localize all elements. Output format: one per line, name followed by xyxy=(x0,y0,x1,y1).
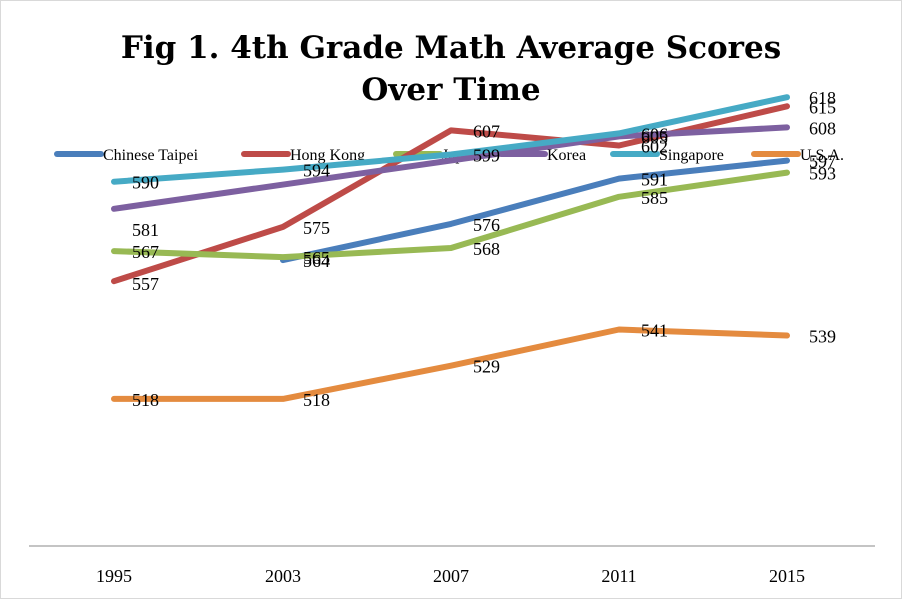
data-label-japan-1995: 567 xyxy=(132,242,159,262)
data-label-singapore-2003: 594 xyxy=(303,161,330,181)
data-label-chinese-taipei-2011: 591 xyxy=(641,170,668,190)
series-lines xyxy=(111,94,790,402)
data-label-u-s-a-2007: 529 xyxy=(473,357,500,377)
series-line-singapore xyxy=(111,94,790,185)
data-label-hong-kong-2003: 575 xyxy=(303,218,330,238)
data-label-singapore-2007: 599 xyxy=(473,146,500,166)
series-line-u-s-a xyxy=(111,326,790,402)
data-label-korea-1995: 581 xyxy=(132,220,159,240)
data-label-japan-2011: 585 xyxy=(641,188,668,208)
data-label-japan-2015: 593 xyxy=(809,164,836,184)
x-tick-labels: 1995 2003 2007 2011 2015 xyxy=(96,566,805,586)
x-tick-2007: 2007 xyxy=(433,566,469,586)
data-label-chinese-taipei-2015: 597 xyxy=(809,152,836,172)
x-tick-2015: 2015 xyxy=(769,566,805,586)
legend-label-hong-kong: Hong Kong xyxy=(290,147,365,164)
series-line-korea xyxy=(111,124,790,212)
series-line-japan xyxy=(111,169,790,261)
data-labels: 564 576 591 597 557 575 607 602 615 567 565 568 585 5… xyxy=(132,88,836,410)
data-label-u-s-a-2003: 518 xyxy=(303,390,330,410)
data-label-japan-2007: 568 xyxy=(473,239,500,259)
data-label-hong-kong-2007: 607 xyxy=(473,121,500,141)
data-label-korea-2015: 608 xyxy=(809,118,836,138)
data-label-hong-kong-2015: 615 xyxy=(809,97,836,117)
legend-label-u-s-a: U.S.A. xyxy=(800,147,844,164)
data-label-chinese-taipei-2003: 564 xyxy=(303,251,330,271)
x-tick-2003: 2003 xyxy=(265,566,301,586)
data-label-korea-2011: 605 xyxy=(641,127,668,147)
x-tick-1995: 1995 xyxy=(96,566,132,586)
data-label-singapore-1995: 590 xyxy=(132,173,159,193)
data-label-singapore-2015: 618 xyxy=(809,88,836,108)
series-line-chinese-taipei xyxy=(280,157,790,264)
data-label-u-s-a-2011: 541 xyxy=(641,321,668,341)
chart-title-line-2: Over Time xyxy=(361,72,541,108)
chart-title: Fig 1. 4th Grade Math Average Scores Ove… xyxy=(1,27,901,111)
data-label-hong-kong-2011: 602 xyxy=(641,137,668,157)
x-tick-2011: 2011 xyxy=(601,566,636,586)
legend-label-chinese-taipei: Chinese Taipei xyxy=(103,147,199,164)
data-label-u-s-a-1995: 518 xyxy=(132,390,159,410)
legend-label-singapore: Singapore xyxy=(659,147,724,164)
legend-label-korea: Korea xyxy=(547,147,586,164)
chart-title-line-1: Fig 1. 4th Grade Math Average Scores xyxy=(120,30,782,66)
data-label-japan-2003: 565 xyxy=(303,248,330,268)
data-label-chinese-taipei-2007: 576 xyxy=(473,215,500,235)
data-label-singapore-2011: 606 xyxy=(641,124,668,144)
data-label-u-s-a-2015: 539 xyxy=(809,327,836,347)
data-label-hong-kong-1995: 557 xyxy=(132,274,159,294)
